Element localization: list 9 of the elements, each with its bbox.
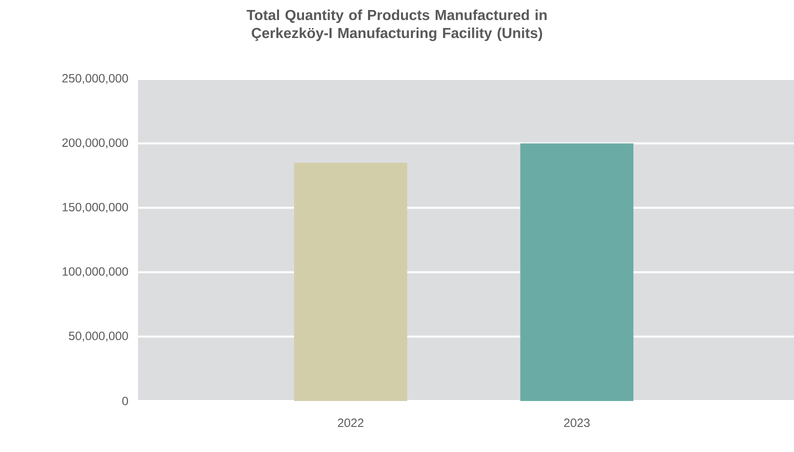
y-tick-label: 150,000,000: [62, 202, 128, 213]
y-tick-label: 100,000,000: [62, 267, 128, 278]
x-tick-label: 2022: [338, 418, 364, 428]
chart-title: Total Quantity of Products Manufactured in Çerkezköy-I Manufacturing Facility (Units): [246, 10, 547, 42]
y-tick-label: 250,000,000: [62, 74, 128, 84]
y-tick-label: 50,000,000: [68, 332, 128, 342]
y-tick-label: 200,000,000: [62, 138, 128, 148]
x-tick-label: 2023: [564, 418, 590, 428]
y-tick-label: 0: [122, 396, 128, 406]
